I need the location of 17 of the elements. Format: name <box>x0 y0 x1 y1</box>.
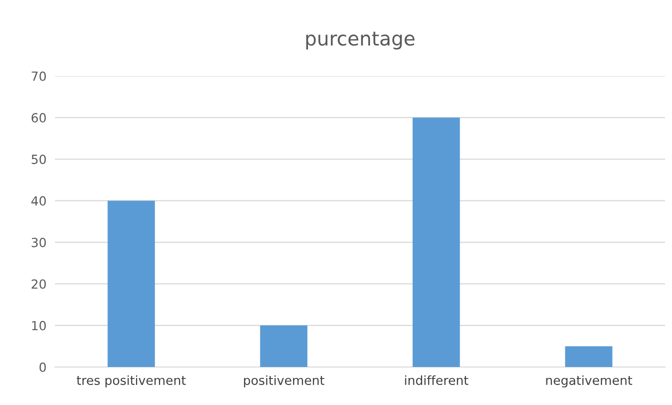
y-tick-label: 20 <box>32 279 46 289</box>
x-tick-label: tres positivement <box>76 375 186 388</box>
bar <box>565 346 612 367</box>
x-tick-label: negativement <box>546 375 632 388</box>
y-tick-label: 0 <box>40 362 46 372</box>
y-tick-label: 30 <box>32 238 46 248</box>
chart-title: purcentage <box>306 32 414 50</box>
bar <box>260 325 308 367</box>
y-tick-label: 40 <box>31 196 46 206</box>
bar <box>412 118 460 367</box>
x-tick-label: indifferent <box>405 375 468 386</box>
y-tick-label: 50 <box>32 154 46 164</box>
bar <box>108 200 155 367</box>
x-tick-label: positivement <box>244 375 324 388</box>
y-tick-label: 60 <box>32 113 46 122</box>
y-tick-label: 70 <box>32 71 46 81</box>
y-tick-label: 10 <box>32 320 46 330</box>
